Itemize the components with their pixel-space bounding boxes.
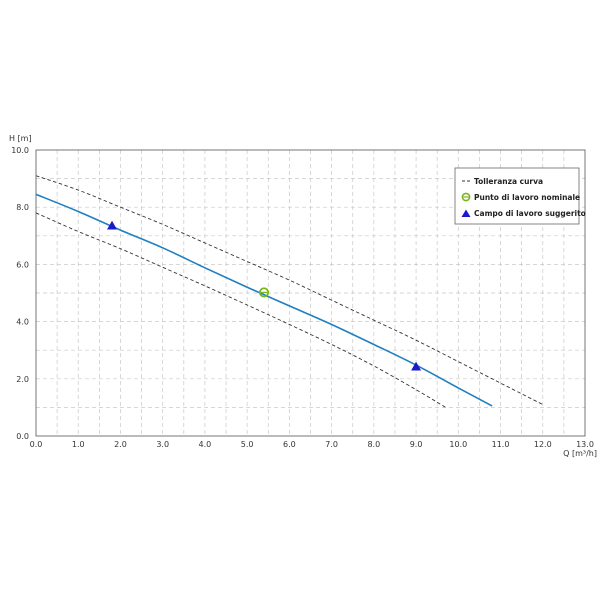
y-tick-label: 6.0: [16, 260, 29, 269]
x-tick-label: 5.0: [241, 440, 254, 449]
y-tick-label: 0.0: [16, 432, 29, 441]
legend-circle-icon: [461, 192, 471, 202]
range-point-marker: [107, 220, 118, 230]
series-curve: [35, 193, 493, 407]
x-tick-label: 3.0: [156, 440, 169, 449]
axes: [35, 149, 586, 437]
x-tick-label: 0.0: [30, 440, 43, 449]
x-tick-label: 9.0: [410, 440, 423, 449]
y-tick-label: 2.0: [16, 375, 29, 384]
y-axis-label: H [m]: [9, 134, 32, 143]
legend-triangle-icon: [461, 209, 471, 217]
series-layer: [35, 175, 543, 408]
legend-label-range: Campo di lavoro suggerito: [474, 209, 586, 218]
x-axis-label: Q [m³/h]: [563, 449, 597, 458]
y-tick-label: 4.0: [16, 318, 29, 327]
x-tick-label: 4.0: [199, 440, 212, 449]
legend-label-nominal: Punto di lavoro nominale: [474, 193, 580, 202]
series-tolerance-lower: [35, 212, 446, 408]
nominal-point-marker: [258, 287, 270, 298]
x-tick-label: 7.0: [325, 440, 338, 449]
legend: Tolleranza curva Punto di lavoro nominal…: [454, 167, 586, 225]
x-tick-label: 10.0: [449, 440, 467, 449]
tick-labels: 0.0 1.0 2.0 3.0 4.0 5.0 6.0 7.0 8.0 9.0 10.0 11.0 12…: [11, 146, 594, 449]
range-point-marker: [411, 361, 422, 371]
x-tick-label: 11.0: [492, 440, 510, 449]
series-tolerance-upper: [35, 175, 543, 405]
x-tick-label: 12.0: [534, 440, 552, 449]
y-tick-label: 8.0: [16, 203, 29, 212]
legend-label-tolerance: Tolleranza curva: [474, 177, 543, 186]
x-tick-label: 13.0: [576, 440, 594, 449]
markers-layer: [107, 220, 422, 371]
x-tick-label: 6.0: [283, 440, 296, 449]
x-tick-label: 1.0: [72, 440, 85, 449]
x-tick-label: 8.0: [367, 440, 380, 449]
y-tick-label: 10.0: [11, 146, 29, 155]
x-tick-label: 2.0: [114, 440, 127, 449]
legend-box: [454, 167, 580, 225]
plot-border: [35, 149, 586, 437]
